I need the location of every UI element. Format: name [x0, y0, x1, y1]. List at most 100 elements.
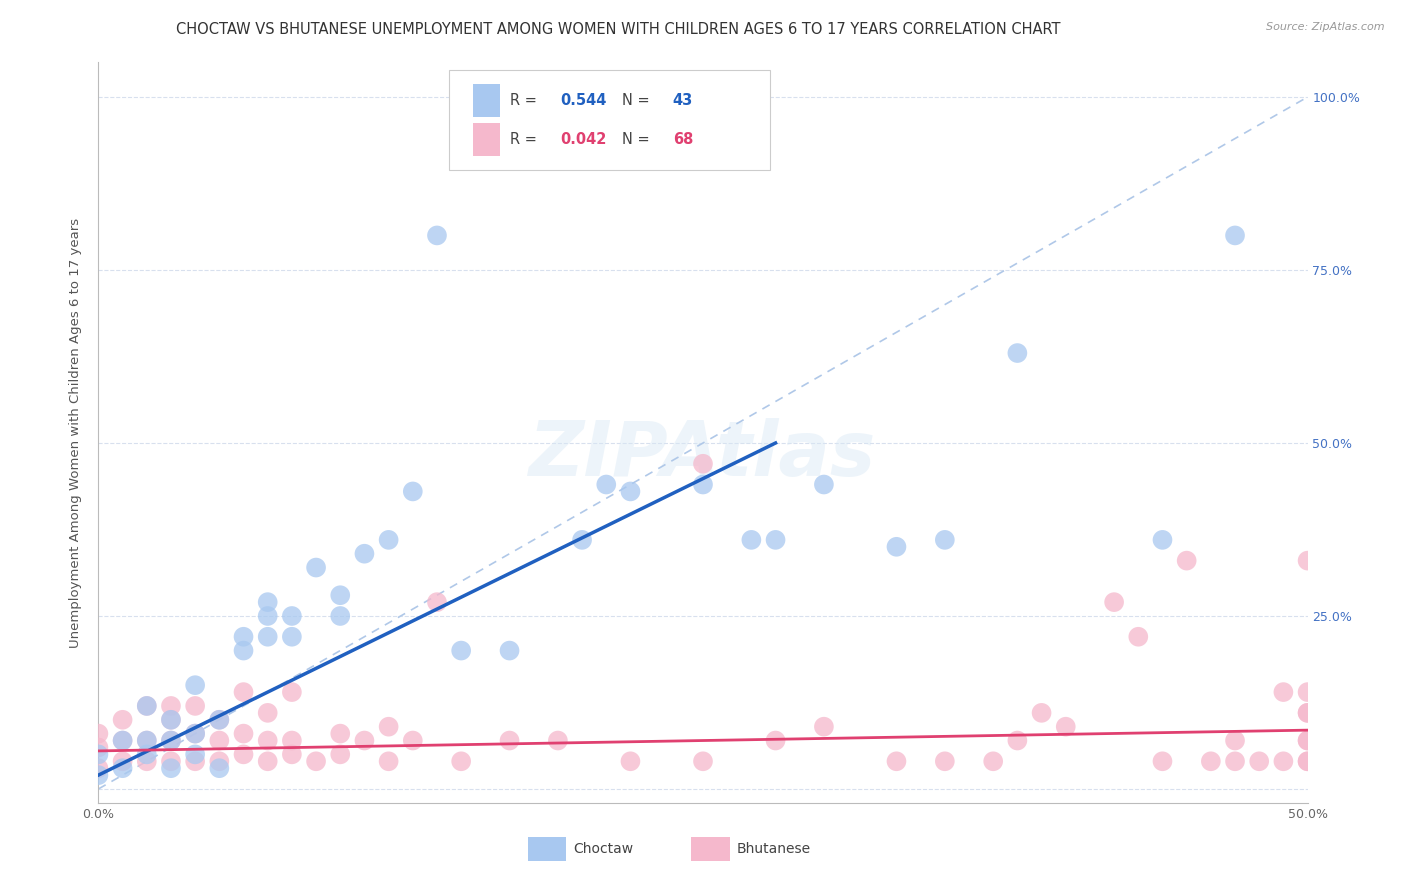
Point [256, 609, 278, 624]
Point [111, 761, 134, 775]
Point [111, 733, 134, 747]
Point [160, 698, 183, 713]
Point [256, 630, 278, 644]
Point [329, 609, 352, 624]
Point [208, 754, 231, 768]
Point [1272, 685, 1295, 699]
Point [1007, 733, 1029, 747]
Point [281, 733, 304, 747]
Point [934, 754, 956, 768]
Point [135, 747, 157, 762]
Point [1152, 533, 1174, 547]
Point [208, 713, 231, 727]
Point [813, 720, 835, 734]
Point [1249, 754, 1271, 768]
Text: 68: 68 [672, 132, 693, 147]
Text: N =: N = [621, 93, 654, 108]
FancyBboxPatch shape [474, 84, 501, 117]
Point [377, 533, 399, 547]
Point [281, 747, 304, 762]
FancyBboxPatch shape [449, 70, 769, 169]
Point [1102, 595, 1125, 609]
FancyBboxPatch shape [527, 837, 567, 861]
Point [135, 698, 157, 713]
Point [305, 754, 328, 768]
Point [232, 685, 254, 699]
Point [692, 457, 714, 471]
Point [256, 706, 278, 720]
Point [1223, 754, 1246, 768]
Point [160, 713, 183, 727]
Point [208, 713, 231, 727]
Point [619, 484, 641, 499]
Point [1296, 554, 1319, 568]
Point [498, 733, 520, 747]
Point [1031, 706, 1053, 720]
Point [353, 547, 375, 561]
Point [426, 228, 449, 243]
Point [160, 733, 183, 747]
Point [232, 630, 254, 644]
Y-axis label: Unemployment Among Women with Children Ages 6 to 17 years: Unemployment Among Women with Children A… [69, 218, 83, 648]
Point [1296, 754, 1319, 768]
Text: N =: N = [621, 132, 654, 147]
Point [813, 477, 835, 491]
Point [692, 477, 714, 491]
Text: Bhutanese: Bhutanese [737, 842, 811, 855]
Point [329, 726, 352, 740]
Point [232, 726, 254, 740]
Point [981, 754, 1004, 768]
Point [135, 733, 157, 747]
Point [765, 533, 787, 547]
Point [232, 747, 254, 762]
Point [87, 761, 110, 775]
Point [208, 761, 231, 775]
Point [886, 540, 908, 554]
Text: Source: ZipAtlas.com: Source: ZipAtlas.com [1267, 22, 1385, 32]
Point [765, 733, 787, 747]
Point [595, 477, 617, 491]
Point [1296, 706, 1319, 720]
Point [450, 754, 472, 768]
Point [135, 698, 157, 713]
Point [281, 685, 304, 699]
Text: 0.042: 0.042 [561, 132, 607, 147]
Point [87, 740, 110, 755]
Point [886, 754, 908, 768]
Point [1199, 754, 1222, 768]
Point [160, 761, 183, 775]
Point [305, 560, 328, 574]
Point [281, 609, 304, 624]
Point [571, 533, 593, 547]
Point [184, 726, 207, 740]
Text: CHOCTAW VS BHUTANESE UNEMPLOYMENT AMONG WOMEN WITH CHILDREN AGES 6 TO 17 YEARS C: CHOCTAW VS BHUTANESE UNEMPLOYMENT AMONG … [176, 22, 1062, 37]
Point [498, 643, 520, 657]
Point [87, 747, 110, 762]
Point [1007, 346, 1029, 360]
Point [402, 484, 425, 499]
Point [87, 768, 110, 782]
Text: Choctaw: Choctaw [574, 842, 634, 855]
Point [353, 733, 375, 747]
Point [692, 754, 714, 768]
Point [1152, 754, 1174, 768]
Point [619, 754, 641, 768]
Point [208, 733, 231, 747]
Point [547, 733, 569, 747]
Point [281, 630, 304, 644]
Point [1272, 754, 1295, 768]
Point [1175, 554, 1198, 568]
Point [256, 754, 278, 768]
Point [1223, 733, 1246, 747]
Point [1296, 754, 1319, 768]
Point [256, 733, 278, 747]
Text: 0.544: 0.544 [561, 93, 607, 108]
Text: R =: R = [509, 93, 541, 108]
Point [1296, 706, 1319, 720]
Point [377, 754, 399, 768]
Point [256, 595, 278, 609]
Point [1296, 685, 1319, 699]
Point [740, 533, 762, 547]
Point [1128, 630, 1150, 644]
Point [111, 754, 134, 768]
